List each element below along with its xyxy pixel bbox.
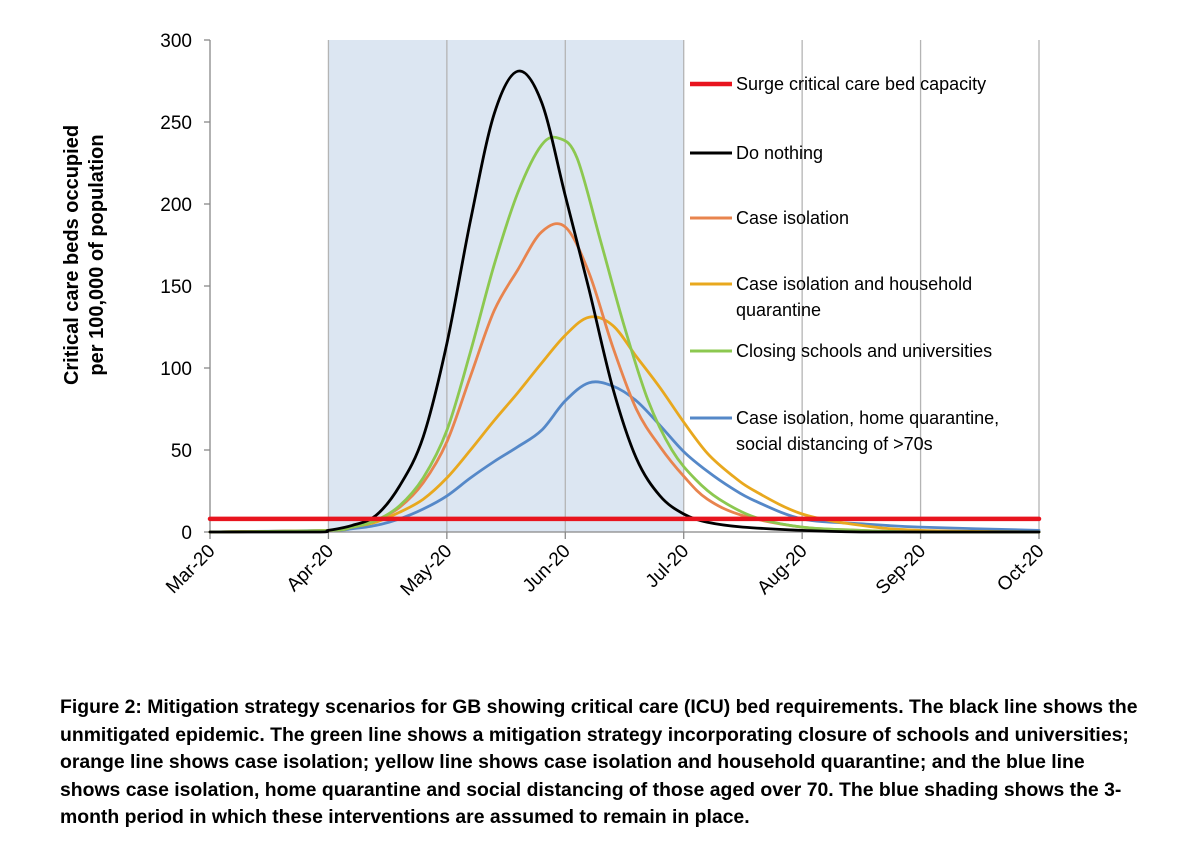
figure-caption: Figure 2: Mitigation strategy scenarios … [60,696,1138,828]
legend-label-case-isolation-home-quarantine-social-distancing-of-70s: Case isolation, home quarantine, [736,408,999,428]
legend-label-closing-schools-and-universities: Closing schools and universities [736,341,992,361]
legend-label-case-isolation-and-household-quarantine: Case isolation and household [736,274,972,294]
x-tick-label-jul-20: Jul-20 [642,541,693,592]
series-line-case-isolation-home-quarantine-social-distancing-of-70s [208,380,1041,534]
y-tick-label: 200 [160,195,192,216]
x-tick-labels: Mar-20 Apr-20 May-20 Jun-20 Jul-20 Aug-20 Sep-… [162,541,1048,601]
y-tick-label: 0 [181,523,192,544]
y-axis-label-line-1: Critical care beds occupied [61,125,83,385]
y-tick-label: 150 [160,277,192,298]
legend-label-case-isolation-and-household-quarantine: quarantine [736,300,821,320]
legend-label-do-nothing: Do nothing [736,143,823,163]
y-tick-label: 300 [160,31,192,52]
x-tick-label-may-20: May-20 [397,541,457,601]
legend-label-case-isolation: Case isolation [736,208,849,228]
chart: 0 50 100 150 200 250 300 Mar-20 Apr-20 May-20 Jun… [61,31,1049,601]
vertical-gridlines [327,40,1040,532]
series-line-do-nothing [208,69,1041,534]
y-tick-label: 100 [160,359,192,380]
series-lines [207,69,1042,534]
x-tick-label-aug-20: Aug-20 [753,541,811,599]
x-tick-label-jun-20: Jun-20 [519,541,575,597]
y-tick-label: 50 [171,441,192,462]
series-line-case-isolation-and-household-quarantine [208,315,1041,534]
y-tick-labels: 0 50 100 150 200 250 300 [160,31,192,544]
legend-label-case-isolation-home-quarantine-social-distancing-of-70s: social distancing of >70s [736,434,933,454]
y-tick-label: 250 [160,113,192,134]
y-axis-label: Critical care beds occupied per 100,000 … [61,125,108,385]
y-axis-label-line-2: per 100,000 of population [86,134,108,375]
legend: Surge critical care bed capacity Do nothi… [690,74,999,454]
x-tick-label-oct-20: Oct-20 [993,541,1048,596]
x-tick-label-apr-20: Apr-20 [283,541,338,596]
legend-label-surge-critical-care-bed-capacity: Surge critical care bed capacity [736,74,986,94]
x-tick-label-sep-20: Sep-20 [872,541,930,599]
x-tick-label-mar-20: Mar-20 [162,541,219,598]
